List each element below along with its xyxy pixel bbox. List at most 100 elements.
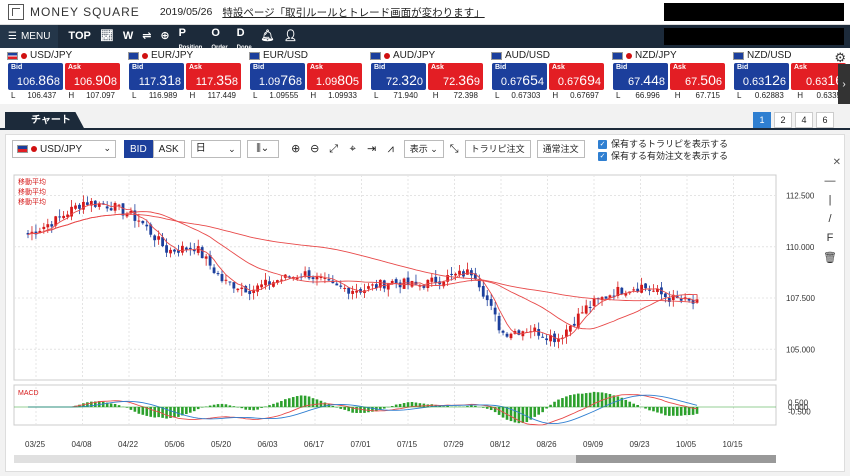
chart-type-select[interactable]: ⫼⌄: [246, 140, 279, 158]
checkbox-orders[interactable]: ✓: [598, 151, 607, 161]
bell-icon[interactable]: 🔔︎: [260, 30, 275, 42]
candle-body: [177, 250, 180, 253]
done-icon[interactable]: DDone: [237, 22, 252, 52]
bid-button[interactable]: Bid 0.63126: [734, 63, 789, 90]
close-icon[interactable]: ✕: [832, 157, 841, 168]
indicator-icon[interactable]: ⩘: [387, 143, 394, 155]
macd-histogram-bar: [398, 403, 402, 407]
money-square-logo[interactable]: MONEY SQUARE: [8, 4, 140, 20]
symbol-select[interactable]: USD/JPY ⌄: [12, 140, 116, 158]
bid-button[interactable]: Bid 0.67654: [492, 63, 547, 90]
fit-icon[interactable]: ⤢: [329, 143, 339, 155]
x-tick-label: 08/26: [537, 440, 558, 449]
macd-histogram-bar: [331, 405, 335, 407]
display-select[interactable]: 表示 ⌄: [403, 140, 444, 158]
macd-histogram-bar: [521, 407, 525, 424]
rate-card-nzdjpy[interactable]: NZD/JPY Bid 67.448 Ask 67.506 L 66.996 H 67…: [607, 48, 726, 104]
macd-histogram-bar: [145, 407, 149, 416]
price-chart[interactable]: 112.500 110.000 107.500 105.000 03/25 04/08 04…: [6, 135, 844, 471]
candle-body: [402, 278, 406, 289]
ask-button[interactable]: Ask 117.358: [186, 63, 241, 90]
rate-card-nzdusd[interactable]: NZD/USD Bid 0.63126 Ask 0.6316 L 0.62883 H…: [728, 48, 847, 104]
ask-button[interactable]: Ask 0.67694: [549, 63, 604, 90]
ask-button[interactable]: Ask 1.09805: [307, 63, 362, 90]
rate-card-eurjpy[interactable]: EUR/JPY Bid 117.318 Ask 117.358 L 116.989…: [123, 48, 242, 104]
order-icon[interactable]: OOrder: [211, 22, 227, 52]
high-label: H: [68, 91, 75, 100]
macd-histogram-bar: [113, 403, 117, 407]
vline-tool-icon[interactable]: |: [828, 194, 832, 206]
ask-button[interactable]: Ask 72.369: [428, 63, 483, 90]
fullscreen-icon[interactable]: ⤡: [449, 142, 459, 155]
bid-price-suf: 0: [416, 76, 423, 88]
low-value: 66.996: [635, 91, 660, 100]
bid-price-pre: 117.: [138, 76, 160, 88]
user-icon[interactable]: 👤︎: [283, 30, 298, 42]
ask-button[interactable]: Ask 67.506: [670, 63, 725, 90]
trash-icon[interactable]: 🗑︎: [823, 252, 837, 264]
page-2[interactable]: 2: [774, 112, 792, 128]
macd-histogram-bar: [596, 392, 600, 407]
macd-histogram-bar: [683, 407, 687, 416]
hline-tool-icon[interactable]: —: [824, 175, 836, 187]
macd-histogram-bar: [675, 407, 679, 416]
x-tick-label: 09/23: [630, 440, 651, 449]
menu-label: MENU: [20, 31, 51, 42]
candle-body: [315, 275, 319, 280]
plus-icon[interactable]: ⊕: [160, 30, 170, 42]
ask-label: Ask: [310, 64, 323, 71]
gear-icon[interactable]: ⚙: [834, 50, 846, 65]
tab-chart[interactable]: チャート: [5, 112, 85, 130]
ask-button[interactable]: Ask 106.908: [65, 63, 120, 90]
candle-body: [584, 305, 588, 314]
trendline-tool-icon[interactable]: /: [828, 213, 832, 225]
crosshair-icon[interactable]: ⌖: [349, 143, 356, 155]
period-select[interactable]: 日 ⌄: [190, 140, 241, 158]
page-6[interactable]: 6: [816, 112, 834, 128]
rate-card-eurusd[interactable]: EUR/USD Bid 1.09768 Ask 1.09805 L 1.09555…: [244, 48, 363, 104]
trap-order-button[interactable]: トラリピ注文: [464, 140, 531, 158]
symbol-label: USD/JPY: [40, 143, 83, 155]
fib-tool-icon[interactable]: F: [826, 232, 834, 244]
candle-body: [592, 298, 596, 306]
macd-histogram-bar: [196, 407, 200, 410]
rate-card-audjpy[interactable]: AUD/JPY Bid 72.320 Ask 72.369 L 71.940 H 72…: [365, 48, 484, 104]
candle-body: [374, 284, 378, 289]
scroll-right-arrow[interactable]: ›: [838, 64, 850, 104]
page-1[interactable]: 1: [753, 112, 771, 128]
rate-card-usdjpy[interactable]: USD/JPY Bid 106.868 Ask 106.908 L 106.437…: [2, 48, 121, 104]
menu-button[interactable]: ☰ MENU: [0, 25, 59, 48]
rate-card-audusd[interactable]: AUD/USD Bid 0.67654 Ask 0.67694 L 0.67303…: [486, 48, 605, 104]
bid-button[interactable]: Bid 106.868: [8, 63, 63, 90]
position-icon[interactable]: PPosition: [179, 22, 203, 52]
candle-icon: ⫼⌄: [256, 143, 270, 154]
exchange-icon[interactable]: ⇌: [142, 30, 152, 42]
period-label: 日: [195, 143, 206, 154]
macd-histogram-bar: [648, 407, 651, 411]
high-label: H: [552, 91, 559, 100]
bid-toggle[interactable]: BID: [124, 140, 153, 158]
macd-histogram-bar: [573, 394, 576, 407]
bid-button[interactable]: Bid 117.318: [129, 63, 184, 90]
bid-button[interactable]: Bid 72.320: [371, 63, 426, 90]
bid-button[interactable]: Bid 1.09768: [250, 63, 305, 90]
zoom-in-icon[interactable]: ⊕: [291, 143, 301, 155]
high-value: 1.09933: [328, 91, 357, 100]
page-4[interactable]: 4: [795, 112, 813, 128]
normal-order-button[interactable]: 通常注文: [536, 140, 585, 158]
bid-button[interactable]: Bid 67.448: [613, 63, 668, 90]
zoom-out-icon[interactable]: ⊖: [310, 143, 320, 155]
macd-histogram-bar: [537, 407, 540, 415]
w-icon[interactable]: W: [122, 30, 134, 42]
notice-link[interactable]: 特設ページ「取引ルールとトレード画面が変わります」: [222, 6, 485, 19]
ask-toggle[interactable]: ASK: [152, 140, 185, 158]
chart-icon[interactable]: 📈︎: [99, 30, 114, 42]
jump-latest-icon[interactable]: ⇥: [367, 143, 377, 155]
macd-histogram-bar: [584, 393, 588, 407]
checkbox-traps[interactable]: ✓: [598, 139, 607, 149]
jp-flag-icon: [626, 52, 632, 59]
ask-button[interactable]: Ask 0.6316: [791, 63, 846, 90]
nav-top[interactable]: TOP: [68, 30, 91, 42]
macd-legend: MACD: [18, 390, 39, 397]
candle-body: [272, 282, 275, 287]
